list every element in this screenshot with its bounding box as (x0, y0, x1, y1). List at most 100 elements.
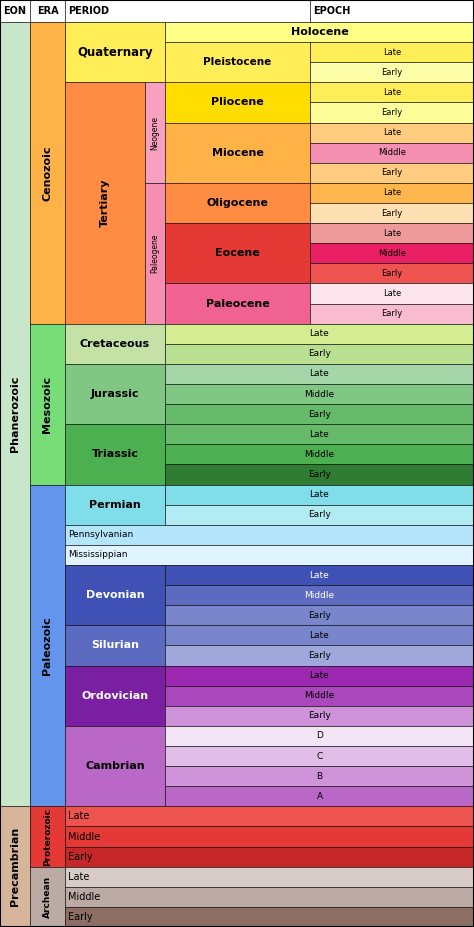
Text: Early: Early (308, 470, 331, 479)
Text: Late: Late (310, 370, 329, 378)
Text: PERIOD: PERIOD (68, 6, 109, 16)
Text: Cambrian: Cambrian (85, 761, 145, 771)
Text: Late: Late (310, 329, 329, 338)
Text: Proterozoic: Proterozoic (43, 807, 52, 866)
Bar (165, 766, 474, 786)
Text: Late: Late (383, 88, 401, 97)
Bar (165, 686, 474, 705)
Bar (165, 444, 474, 464)
Text: Middle: Middle (378, 148, 406, 158)
Text: Early: Early (68, 852, 92, 861)
Bar (165, 726, 474, 746)
Text: Late: Late (383, 128, 401, 137)
Text: Neogene: Neogene (151, 116, 159, 149)
Bar (65, 83, 145, 324)
Bar (65, 827, 474, 846)
Bar (165, 605, 474, 626)
Bar (65, 846, 474, 867)
Bar (30, 22, 65, 324)
Text: Holocene: Holocene (291, 27, 348, 37)
Bar (310, 122, 474, 143)
Text: Early: Early (308, 611, 331, 620)
Bar (165, 404, 474, 425)
Bar (30, 806, 65, 867)
Text: Jurassic: Jurassic (91, 389, 139, 399)
Bar (65, 545, 474, 565)
Bar (310, 203, 474, 223)
Text: Paleocene: Paleocene (206, 298, 269, 309)
Bar (65, 324, 165, 364)
Bar (165, 183, 310, 223)
Text: Pleistocene: Pleistocene (203, 57, 272, 68)
Bar (310, 163, 474, 183)
Bar (165, 666, 474, 686)
Text: Quaternary: Quaternary (77, 45, 153, 58)
Text: Early: Early (382, 68, 402, 77)
Bar (165, 425, 474, 444)
Text: Middle: Middle (378, 248, 406, 258)
Bar (165, 122, 310, 183)
Text: Early: Early (382, 169, 402, 177)
Text: Middle: Middle (304, 389, 335, 399)
Text: EON: EON (3, 6, 27, 16)
Bar (65, 364, 165, 425)
Bar (65, 907, 474, 927)
Text: Late: Late (383, 229, 401, 237)
Text: Early: Early (382, 209, 402, 218)
Bar (65, 22, 165, 83)
Bar (310, 223, 474, 243)
Bar (165, 585, 474, 605)
Text: Middle: Middle (68, 832, 100, 842)
Bar (310, 284, 474, 303)
Text: Oligocene: Oligocene (207, 198, 268, 208)
Text: Early: Early (308, 510, 331, 519)
Bar (0, 0, 30, 22)
Bar (65, 806, 474, 827)
Text: Late: Late (383, 47, 401, 57)
Text: Cretaceous: Cretaceous (80, 338, 150, 349)
Text: Mesozoic: Mesozoic (43, 375, 53, 433)
Bar (310, 83, 474, 103)
Bar (165, 645, 474, 666)
Text: Early: Early (308, 711, 331, 720)
Bar (165, 464, 474, 485)
Bar (310, 62, 474, 83)
Bar (65, 626, 165, 666)
Bar (65, 485, 165, 525)
Bar (165, 485, 474, 504)
Bar (165, 746, 474, 766)
Text: Late: Late (310, 430, 329, 438)
Bar (165, 364, 474, 384)
Bar (65, 867, 474, 887)
Bar (310, 42, 474, 62)
Bar (65, 726, 165, 806)
Text: EPOCH: EPOCH (313, 6, 350, 16)
Text: Late: Late (310, 490, 329, 499)
Bar (165, 42, 310, 83)
Text: Late: Late (383, 289, 401, 298)
Text: Ordovician: Ordovician (82, 691, 148, 701)
Bar (310, 183, 474, 203)
Text: Eocene: Eocene (215, 248, 260, 259)
Bar (310, 303, 474, 324)
Text: Early: Early (382, 108, 402, 117)
Bar (145, 183, 165, 324)
Text: Triassic: Triassic (91, 450, 138, 460)
Bar (65, 887, 474, 907)
Bar (165, 284, 310, 324)
Bar (65, 0, 310, 22)
Text: Late: Late (310, 671, 329, 680)
Text: Tertiary: Tertiary (100, 179, 110, 227)
Bar (165, 223, 310, 284)
Text: Late: Late (310, 570, 329, 579)
Text: Permian: Permian (89, 500, 141, 510)
Text: Early: Early (68, 912, 92, 922)
Bar (165, 324, 474, 344)
Bar (165, 626, 474, 645)
Bar (165, 786, 474, 806)
Text: C: C (316, 752, 323, 760)
Text: Paleogene: Paleogene (151, 234, 159, 273)
Text: Early: Early (308, 410, 331, 419)
Bar (165, 504, 474, 525)
Bar (310, 263, 474, 284)
